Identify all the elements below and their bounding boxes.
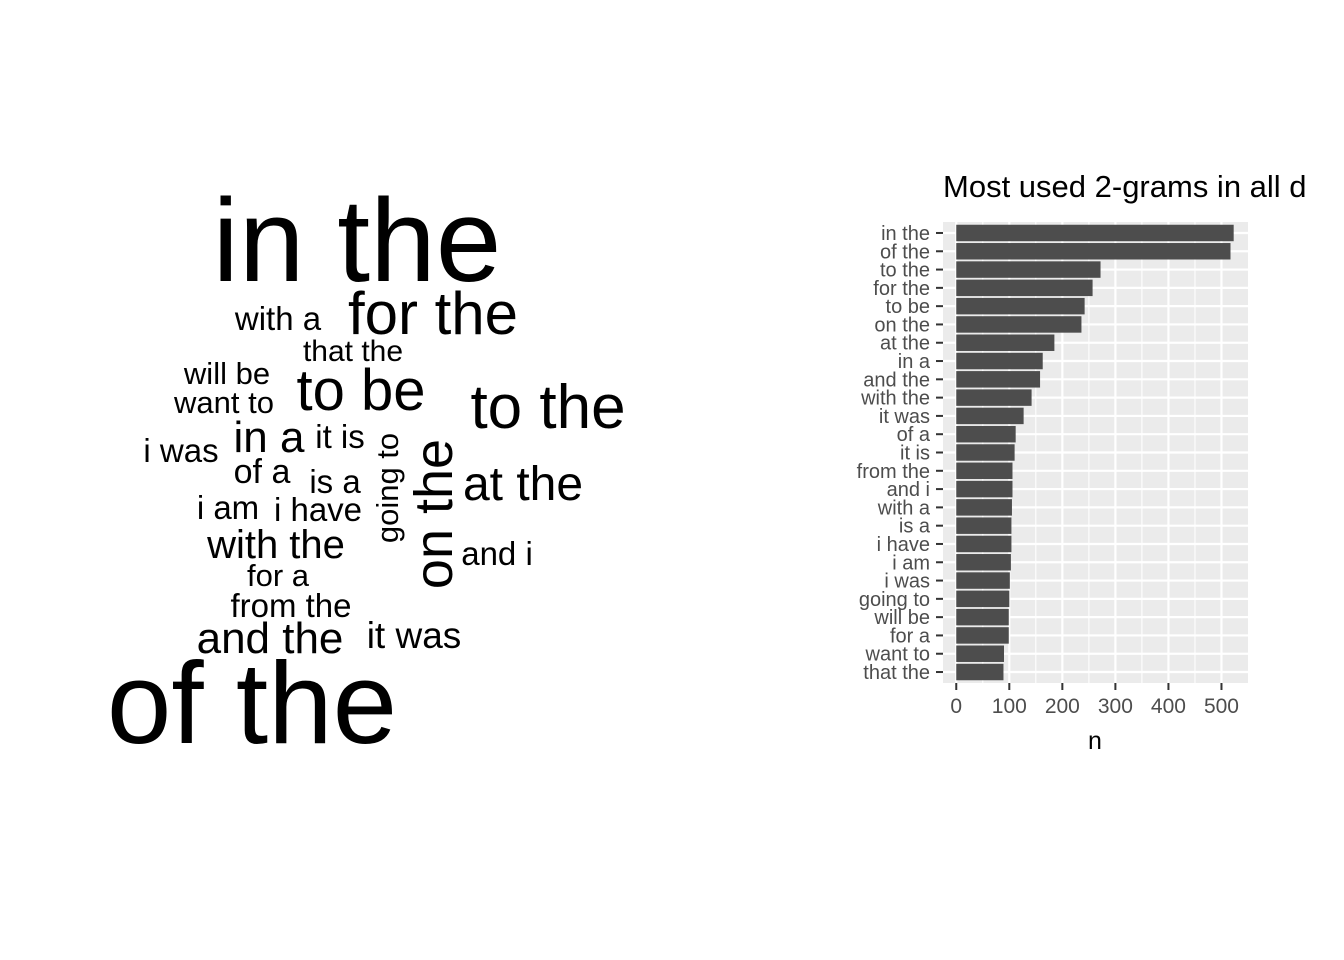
bar [956,517,1012,534]
x-tick-label: 300 [1098,695,1133,718]
cloud-word: to be [297,358,426,423]
cloud-word: for the [348,280,518,347]
y-tick-label: in the [881,223,930,245]
y-tick-label: want to [865,644,930,666]
cloud-word: i have [274,491,362,528]
y-tick-label: and the [863,369,930,391]
cloud-word: with a [234,300,322,337]
y-tick-label: at the [880,333,930,355]
x-axis-labels: 0 100 200 300 400 500 [950,683,1239,718]
x-tick-label: 0 [950,695,962,718]
bar [956,499,1012,516]
cloud-word: of a [234,453,291,491]
bar [956,407,1024,425]
y-tick-label: in a [898,351,931,373]
y-tick-label: with a [877,497,931,519]
x-tick-label: 400 [1151,695,1186,718]
bar [956,243,1231,260]
x-tick-label: 100 [992,695,1027,718]
bar [956,224,1234,242]
cloud-word: want to [173,385,274,420]
y-tick-label: for a [890,625,931,647]
y-tick-label: i was [884,571,930,593]
bar [956,572,1010,589]
cloud-word: is a [309,463,361,500]
word-cloud: in the of the to the for the to be on th… [107,175,626,768]
y-tick-label: it is [900,443,930,465]
y-tick-label: i have [877,534,930,556]
y-tick-label: with the [860,388,930,410]
cloud-word: will be [183,356,270,391]
y-tick-label: that the [863,662,930,684]
bar [956,352,1043,370]
y-tick-label: will be [873,607,930,629]
y-tick-label: and i [887,479,930,501]
y-tick-label: is a [899,516,931,538]
bar [956,590,1010,608]
cloud-word: it is [315,418,365,455]
bar [956,608,1009,626]
bar [956,425,1016,443]
bar [956,480,1013,498]
cloud-word: i am [197,489,259,526]
x-tick-label: 500 [1204,695,1239,718]
bar [956,389,1032,406]
chart-title: Most used 2-grams in all d [943,169,1307,204]
cloud-word: and the [197,614,344,663]
cloud-word: going to [370,433,405,543]
cloud-word: in the [213,175,502,307]
bar [956,462,1013,480]
bar [956,663,1004,681]
cloud-word: to the [470,373,625,442]
y-tick-label: of the [880,241,930,263]
y-tick-label: going to [859,589,930,611]
bar [956,261,1101,278]
y-tick-label: from the [857,461,930,483]
cloud-word: i was [143,432,218,469]
bar [956,297,1085,315]
bar [956,444,1015,461]
bar [956,371,1041,388]
y-tick-label: it was [879,406,930,428]
bar [956,627,1009,644]
bar [956,334,1055,351]
cloud-word: at the [463,458,583,511]
bar [956,535,1012,553]
cloud-word: in a [234,413,305,462]
bar [956,645,1004,662]
y-tick-label: for the [873,278,930,300]
y-tick-label: on the [874,314,930,336]
x-axis-title: n [1088,727,1102,755]
cloud-word: with the [206,523,345,567]
x-tick-label: 200 [1045,695,1080,718]
y-tick-label: i am [892,552,930,574]
bar [956,554,1011,571]
cloud-word: it was [367,615,462,656]
bar [956,279,1093,297]
y-tick-label: to the [880,260,930,282]
y-tick-label: of a [897,424,931,446]
cloud-word: and i [461,535,533,572]
cloud-word: on the [404,439,464,589]
y-tick-label: to be [886,296,930,318]
bars [956,224,1234,681]
cloud-word: that the [303,335,403,368]
cloud-word: for a [247,558,310,593]
cloud-word: of the [107,638,397,768]
cloud-word: from the [230,587,351,624]
bar [956,316,1082,333]
